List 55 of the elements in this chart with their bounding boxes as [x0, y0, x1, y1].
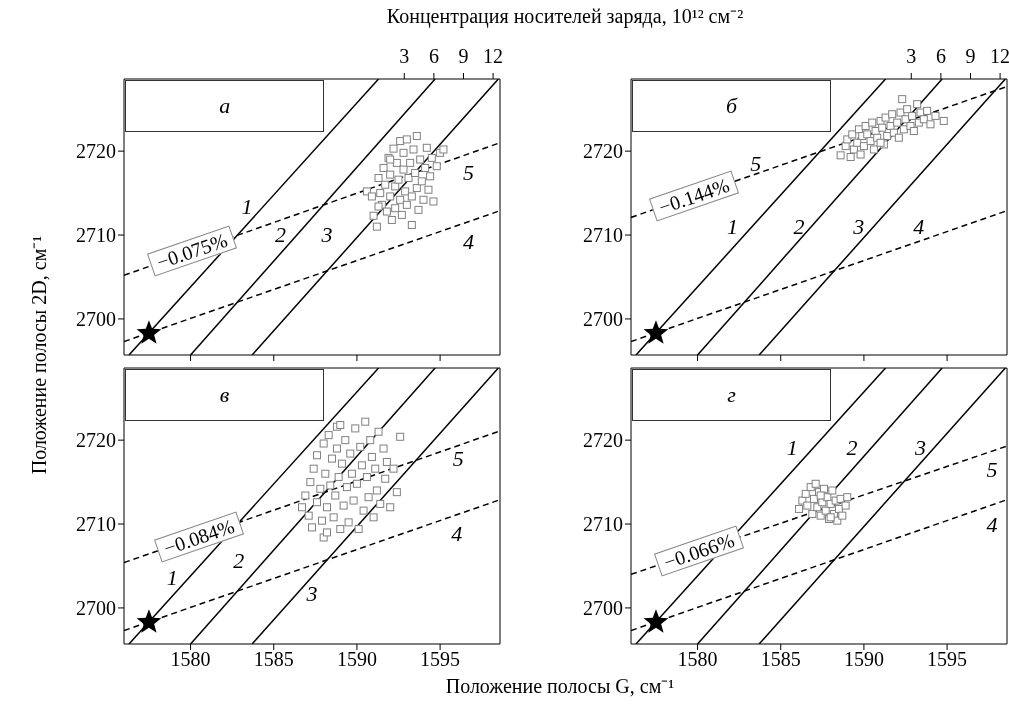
series-label: 3 [321, 221, 333, 247]
x2-tick-label: 12 [483, 45, 504, 67]
x-tick-label: 1580 [677, 648, 718, 671]
series-label: 3 [306, 580, 318, 606]
series-label: 4 [451, 521, 463, 547]
x2-tick-label: 9 [965, 45, 976, 67]
x-tick-label: 1595 [420, 648, 461, 671]
x2-tick-label: 12 [990, 45, 1009, 67]
x2-tick-label: 3 [399, 45, 410, 67]
x2-tick-label: 6 [428, 45, 439, 67]
annotation: −0.066% [661, 528, 738, 574]
text: б [726, 93, 738, 120]
y-tick-label: 2700 [76, 597, 116, 620]
series-label: 1 [241, 194, 253, 220]
series-label: 5 [986, 456, 998, 482]
series-label: 2 [846, 434, 858, 460]
series-label: 5 [462, 159, 474, 185]
x2-tick-label: 9 [458, 45, 469, 67]
x-tick-label: 1585 [760, 648, 801, 671]
y-axis-title: Положение полосы 2D, см⁻¹ [26, 235, 51, 475]
y-tick-label: 2710 [583, 224, 623, 247]
x2-tick-label: 6 [935, 45, 946, 67]
text: в [219, 382, 230, 409]
series-label: 4 [462, 228, 474, 254]
series-label: 3 [915, 434, 927, 460]
series-label: 1 [166, 564, 178, 590]
y-tick-label: 2720 [583, 140, 623, 163]
series-label: 4 [986, 511, 998, 537]
y-tick-label: 2720 [76, 140, 116, 163]
series-label: 5 [750, 150, 762, 176]
series-label: 2 [274, 221, 286, 247]
y-tick-label: 2720 [583, 429, 623, 452]
y-tick-label: 2710 [76, 224, 116, 247]
y-tick-label: 2700 [583, 597, 623, 620]
x-axis-title: Положение полосы G, см⁻¹ [445, 674, 675, 699]
y-tick-label: 2710 [76, 513, 116, 536]
y-tick-label: 2700 [76, 308, 116, 331]
x-tick-label: 1595 [927, 648, 968, 671]
series-label: 2 [793, 213, 805, 239]
annotation: −0.075% [154, 228, 231, 274]
y-tick-label: 2710 [583, 513, 623, 536]
x-tick-label: 1585 [253, 648, 294, 671]
x2-axis-title: Концентрация носителей заряда, 10¹² см⁻² [386, 4, 744, 29]
y-tick-label: 2700 [583, 308, 623, 331]
series-label: 3 [853, 213, 865, 239]
series-label: 1 [786, 434, 798, 460]
text: г [727, 382, 736, 409]
text: а [219, 93, 231, 120]
x-tick-label: 1590 [843, 648, 884, 671]
x-tick-label: 1580 [170, 648, 211, 671]
y-tick-label: 2720 [76, 429, 116, 452]
x-tick-label: 1590 [336, 648, 377, 671]
x2-tick-label: 3 [906, 45, 917, 67]
series-label: 5 [452, 446, 464, 472]
series-label: 4 [913, 213, 925, 239]
